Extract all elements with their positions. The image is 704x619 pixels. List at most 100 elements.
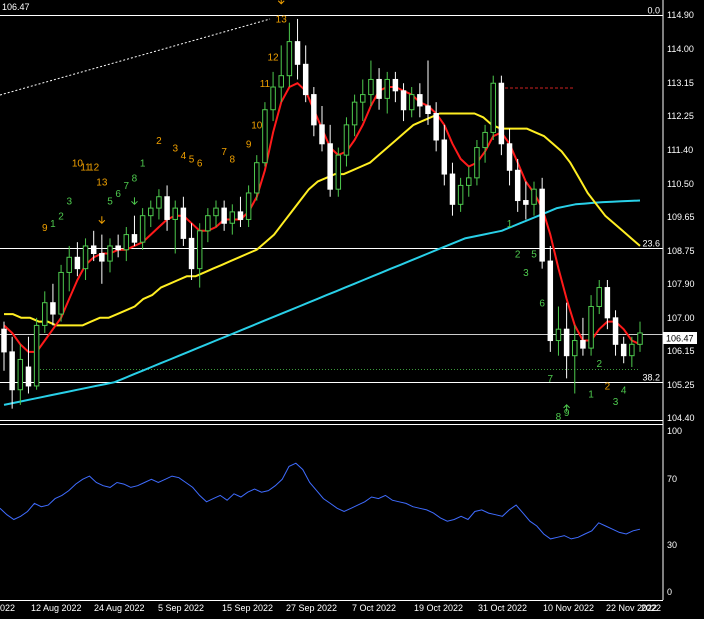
- candle-body: [514, 169, 521, 202]
- candle: [531, 181, 537, 216]
- td-count-label: 7: [124, 181, 130, 192]
- candle: [604, 280, 611, 330]
- candle: [286, 22, 293, 88]
- rsi-tick: 100: [667, 426, 682, 436]
- date-tick: 12 Aug 2022: [31, 603, 82, 613]
- candle-body: [408, 94, 415, 111]
- candle: [188, 223, 195, 280]
- candle: [563, 302, 570, 379]
- candle-body: [17, 358, 24, 391]
- candle: [229, 204, 236, 235]
- price-tick: 107.00: [667, 313, 695, 323]
- td-count-label: 12: [88, 162, 100, 173]
- candle: [335, 147, 342, 197]
- candle-body: [9, 351, 15, 391]
- price-tick: 107.90: [667, 279, 695, 289]
- candle: [42, 291, 48, 333]
- candle-body: [351, 101, 358, 126]
- td-count-label: 9: [42, 223, 48, 234]
- price-tick: 104.40: [667, 413, 695, 423]
- candle-body: [547, 260, 554, 342]
- candle-body: [164, 196, 170, 220]
- candle: [196, 223, 203, 288]
- rsi-tick: 30: [667, 540, 677, 550]
- td-count-label: 6: [115, 189, 121, 200]
- arrow-head: [277, 0, 285, 5]
- td-count-label: 11: [80, 162, 91, 173]
- candle-body: [221, 207, 227, 224]
- td-count-label: 2: [605, 382, 611, 393]
- candle: [629, 336, 635, 368]
- candle: [180, 196, 187, 246]
- date-tick: 22 Nov 2022: [606, 603, 657, 613]
- candle: [58, 264, 64, 322]
- candle: [245, 185, 252, 228]
- candle: [514, 158, 521, 212]
- candle: [343, 117, 350, 167]
- rsi-pane: [0, 462, 641, 540]
- candle-body: [139, 215, 146, 243]
- candle: [1, 321, 7, 371]
- ma-mid-line: [4, 112, 641, 327]
- current-price-box: [663, 332, 697, 344]
- arrow-down-icon: [277, 0, 285, 5]
- price-tick: 114.90: [667, 10, 694, 20]
- price-tick: 108.75: [667, 246, 695, 256]
- candle: [82, 238, 89, 280]
- candle-body: [254, 162, 260, 194]
- td-count-label: 4: [621, 386, 627, 397]
- fib-level-label: 23.6: [642, 239, 660, 249]
- td-count-label: 3: [613, 397, 619, 408]
- candle: [596, 280, 602, 315]
- td-count-label: 9: [246, 140, 252, 151]
- candle: [319, 105, 325, 152]
- td-count-label: 1: [50, 219, 56, 230]
- candle-body: [50, 302, 56, 315]
- candle-body: [433, 113, 439, 141]
- candle: [164, 185, 170, 231]
- candle: [327, 124, 333, 197]
- td-count-label: 2: [596, 359, 602, 370]
- candle-body: [572, 340, 578, 357]
- candle: [417, 83, 423, 118]
- price-axis-labels: 114.90 114.00 113.15 112.25 111.40 110.5…: [667, 10, 695, 423]
- date-tick: 31 Oct 2022: [478, 603, 527, 613]
- td-count-label: 2: [515, 249, 521, 260]
- candle-body: [107, 245, 113, 262]
- candle: [637, 321, 643, 352]
- candle-body: [1, 328, 7, 353]
- candle-body: [188, 237, 195, 270]
- candle-body: [205, 215, 211, 232]
- dashed-trendline: [0, 18, 271, 96]
- candle-body: [327, 143, 333, 190]
- candle: [612, 310, 619, 356]
- candle-body: [457, 184, 464, 205]
- price-tick: 111.40: [667, 145, 693, 155]
- candle: [384, 71, 390, 114]
- td-count-label: 13: [276, 15, 288, 26]
- date-tick: 27 Sep 2022: [286, 603, 337, 613]
- candle: [441, 124, 448, 186]
- candle: [466, 166, 472, 197]
- candle-body: [531, 188, 537, 205]
- price-tick: 106.15: [667, 346, 695, 356]
- candle: [490, 75, 496, 140]
- current-price-label: 106.47: [666, 334, 694, 344]
- candle-body: [90, 245, 97, 255]
- candle-body: [270, 86, 276, 111]
- candle-body: [392, 78, 399, 92]
- candle: [311, 87, 317, 137]
- candle-body: [319, 124, 325, 145]
- candle-body: [74, 256, 81, 270]
- candle: [237, 196, 244, 228]
- td-count-label: 5: [531, 249, 537, 260]
- candle: [523, 181, 529, 220]
- candle-body: [115, 245, 121, 251]
- candle: [270, 71, 276, 122]
- candle-body: [376, 78, 382, 99]
- td-count-label: 3: [523, 268, 529, 279]
- candle: [376, 68, 382, 110]
- candle: [254, 155, 260, 201]
- candle-body: [213, 207, 219, 217]
- candle: [408, 87, 415, 118]
